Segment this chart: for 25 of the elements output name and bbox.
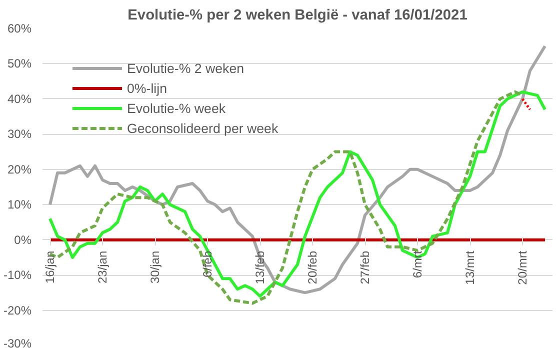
y-tick-label: 40%	[7, 92, 32, 106]
y-tick-label: 10%	[7, 198, 32, 212]
legend-label: 0%-lijn	[127, 80, 167, 96]
y-tick-label: 0%	[14, 232, 32, 247]
x-tick-label: 13/feb	[253, 250, 267, 284]
x-tick-label: 6/mrt	[410, 250, 424, 278]
y-tick-label: 60%	[7, 22, 32, 36]
y-tick-label: -20%	[3, 303, 32, 318]
x-tick-label: 20/mrt	[516, 250, 530, 285]
y-tick-label: -10%	[3, 268, 32, 282]
x-tick-label: 6/feb	[200, 250, 214, 278]
x-tick-label: 16/jan	[43, 250, 57, 284]
y-tick-label: 20%	[7, 162, 32, 176]
y-tick-label: 30%	[7, 127, 32, 142]
x-tick-label: 13/mrt	[463, 250, 477, 285]
x-tick-label: 20/feb	[306, 250, 320, 284]
y-tick-label: -30%	[3, 336, 32, 350]
legend-label: Geconsolideerd per week	[127, 120, 278, 136]
y-tick-label: 50%	[7, 56, 32, 71]
x-tick-label: 27/feb	[358, 250, 372, 284]
x-tick-label: 30/jan	[148, 250, 162, 284]
x-tick-label: 23/jan	[96, 250, 110, 284]
chart-title: Evolutie-% per 2 weken België - vanaf 16/01/2021	[128, 8, 468, 24]
legend-label: Evolutie-% week	[127, 100, 226, 116]
legend-label: Evolutie-% 2 weken	[127, 60, 244, 76]
